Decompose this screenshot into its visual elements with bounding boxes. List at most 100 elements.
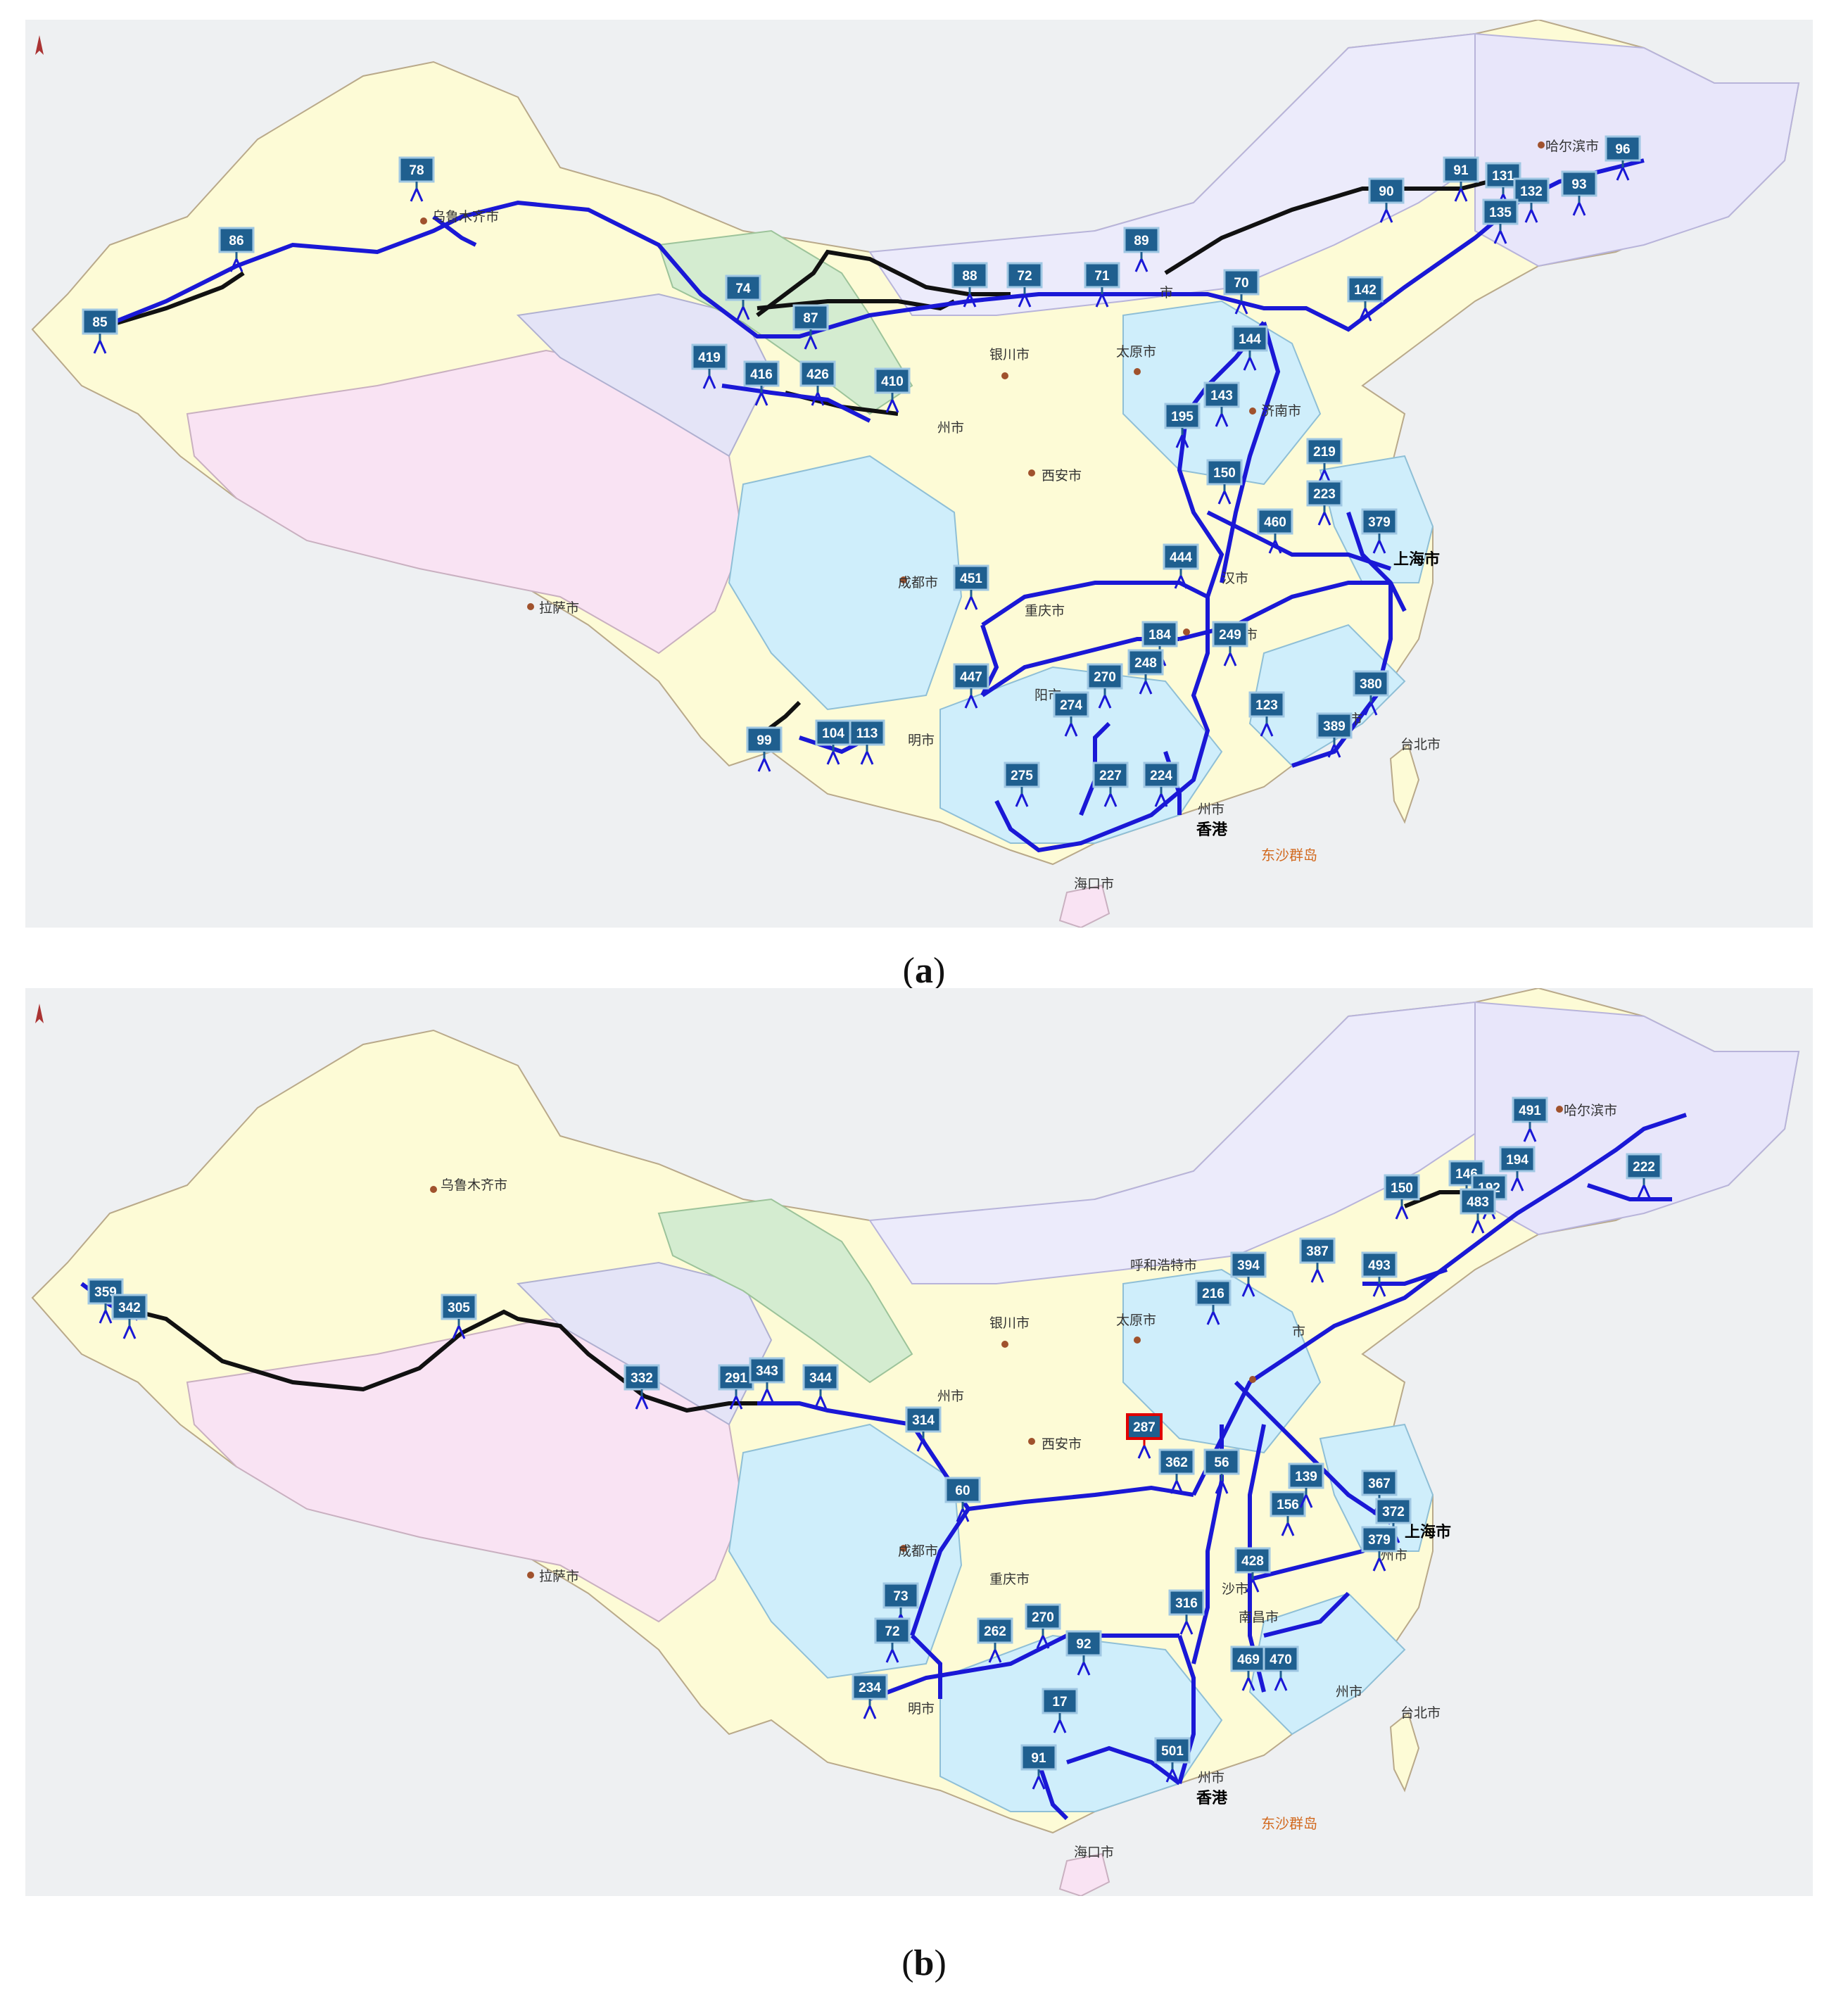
map-b-station-marker[interactable]: 491 [1512, 1097, 1548, 1142]
map-a-station-marker[interactable]: 223 [1306, 480, 1343, 526]
map-b-station-marker[interactable]: 194 [1499, 1146, 1536, 1192]
map-b-station-marker[interactable]: 469 [1230, 1645, 1267, 1691]
map-b-station-marker[interactable]: 270 [1025, 1603, 1061, 1649]
map-a-station-marker[interactable]: 72 [1006, 262, 1043, 308]
map-a-station-marker[interactable]: 275 [1004, 762, 1040, 807]
marker-number: 447 [960, 670, 982, 685]
map-a-station-marker[interactable]: 85 [82, 308, 118, 354]
map-b-station-marker[interactable]: 17 [1042, 1688, 1078, 1733]
map-a-station-marker[interactable]: 219 [1306, 438, 1343, 484]
map-a-station-marker[interactable]: 184 [1141, 621, 1178, 666]
map-b-station-marker[interactable]: 150 [1384, 1174, 1420, 1220]
map-a-station-marker[interactable]: 227 [1092, 762, 1129, 807]
map-a-station-marker[interactable]: 90 [1368, 177, 1405, 223]
map-b-station-marker[interactable]: 483 [1460, 1188, 1496, 1234]
map-a-station-marker[interactable]: 447 [953, 663, 989, 709]
map-b-station-marker[interactable]: 470 [1262, 1645, 1299, 1691]
map-a-station-marker[interactable]: 113 [849, 719, 885, 765]
map-a-station-marker[interactable]: 416 [743, 360, 780, 406]
map-a-station-marker[interactable]: 150 [1206, 459, 1243, 505]
map-a-station-marker[interactable]: 451 [953, 564, 989, 610]
city-hohhot-label: 呼和浩特市 [1130, 1258, 1197, 1273]
map-a-station-marker[interactable]: 270 [1087, 663, 1123, 709]
map-a-station-marker[interactable]: 91 [1443, 156, 1479, 202]
map-b-station-marker[interactable]: 501 [1154, 1737, 1191, 1783]
map-a-station-marker[interactable]: 389 [1316, 712, 1353, 758]
map-a-station-marker[interactable]: 380 [1353, 670, 1389, 716]
map-a-station-marker[interactable]: 195 [1164, 403, 1201, 448]
map-b-station-marker[interactable]: 428 [1234, 1547, 1271, 1593]
marker-number: 184 [1148, 628, 1171, 643]
marker-number: 227 [1099, 769, 1122, 783]
map-b-station-marker[interactable]: 343 [749, 1357, 785, 1403]
map-a-station-marker[interactable]: 93 [1561, 170, 1597, 216]
marker-number: 416 [750, 367, 773, 382]
map-a-station-marker[interactable]: 379 [1361, 508, 1398, 554]
city-xian-label: 西安市 [1042, 1436, 1082, 1452]
map-b-station-marker[interactable]: 92 [1065, 1630, 1102, 1676]
map-a-station-marker[interactable]: 104 [815, 719, 852, 765]
map-a-station-marker[interactable]: 74 [725, 274, 761, 320]
map-b-station-marker[interactable]: 344 [802, 1364, 839, 1410]
map-a-canvas: 乌鲁木齐市 哈尔滨市 银川市 太原市 济南市 西安市 州市 成都市 重庆市 汉市… [31, 20, 1800, 928]
map-b-station-marker[interactable]: 91 [1020, 1744, 1057, 1790]
map-b-station-marker[interactable]: 379 [1361, 1526, 1398, 1572]
map-a-station-marker[interactable]: 88 [951, 262, 988, 308]
map-a-station-marker[interactable]: 410 [874, 367, 911, 413]
marker-number: 72 [1017, 269, 1032, 284]
map-b-station-marker[interactable]: 387 [1299, 1237, 1336, 1283]
map-b-station-marker[interactable]: 332 [624, 1364, 660, 1410]
map-b-station-marker[interactable]: 314 [905, 1406, 942, 1452]
marker-number: 195 [1171, 410, 1194, 424]
map-a-station-marker[interactable]: 135 [1482, 198, 1519, 244]
map-a-station-marker[interactable]: 274 [1053, 691, 1089, 737]
map-a-station-marker[interactable]: 99 [746, 726, 783, 772]
map-b-station-marker[interactable]: 287 [1126, 1413, 1163, 1459]
marker-number: 143 [1210, 388, 1233, 403]
map-b-station-marker[interactable]: 222 [1626, 1153, 1662, 1199]
route-map-a[interactable]: 乌鲁木齐市 哈尔滨市 银川市 太原市 济南市 西安市 州市 成都市 重庆市 汉市… [25, 20, 1813, 928]
map-b-station-marker[interactable]: 139 [1288, 1462, 1324, 1508]
map-b-station-marker[interactable]: 316 [1168, 1589, 1205, 1635]
map-a-station-marker[interactable]: 248 [1127, 649, 1164, 695]
map-b-station-marker[interactable]: 394 [1230, 1251, 1267, 1297]
map-b-station-marker[interactable]: 146 [1448, 1160, 1485, 1206]
map-a-station-marker[interactable]: 70 [1223, 269, 1260, 315]
map-b-station-marker[interactable]: 60 [944, 1477, 981, 1522]
map-b-station-marker[interactable]: 72 [874, 1617, 911, 1663]
marker-box [743, 360, 780, 387]
map-a-station-marker[interactable]: 460 [1257, 508, 1293, 554]
map-b-station-marker[interactable]: 156 [1270, 1491, 1306, 1536]
map-a-station-marker[interactable]: 123 [1248, 691, 1285, 737]
map-b-station-marker[interactable]: 234 [852, 1674, 888, 1719]
map-b-station-marker[interactable]: 216 [1195, 1279, 1232, 1325]
map-b-station-marker[interactable]: 362 [1158, 1448, 1195, 1494]
map-b-station-marker[interactable]: 342 [111, 1294, 148, 1339]
map-b-station-marker[interactable]: 56 [1203, 1448, 1240, 1494]
map-a-station-marker[interactable]: 143 [1203, 381, 1240, 427]
city-haikou-label: 海口市 [1074, 1845, 1114, 1860]
map-a-station-marker[interactable]: 249 [1212, 621, 1248, 666]
map-a-station-marker[interactable]: 96 [1605, 135, 1641, 181]
map-b-station-marker[interactable]: 359 [87, 1278, 124, 1324]
map-a-station-marker[interactable]: 224 [1143, 762, 1179, 807]
map-a-station-marker[interactable]: 71 [1084, 262, 1120, 308]
map-b-station-marker[interactable]: 73 [882, 1582, 919, 1628]
marker-number: 219 [1313, 445, 1336, 460]
map-a-station-marker[interactable]: 86 [218, 227, 255, 272]
map-a-station-marker[interactable]: 419 [691, 343, 728, 389]
map-b-station-marker[interactable]: 262 [977, 1617, 1013, 1663]
map-a-station-marker[interactable]: 142 [1347, 276, 1384, 322]
route-map-b[interactable]: 乌鲁木齐市 哈尔滨市 呼和浩特市 银川市 太原市 西安市 州市 成都市 重庆市 … [25, 988, 1813, 1896]
map-a-station-marker[interactable]: 444 [1163, 543, 1199, 589]
map-a-station-marker[interactable]: 89 [1123, 227, 1160, 272]
marker-number: 85 [92, 315, 108, 330]
map-a-station-marker[interactable]: 132 [1513, 177, 1550, 223]
map-a-station-marker[interactable]: 78 [398, 156, 435, 202]
map-a-station-marker[interactable]: 87 [792, 304, 829, 350]
map-a-station-marker[interactable]: 144 [1232, 325, 1268, 371]
map-b-station-marker[interactable]: 367 [1361, 1470, 1398, 1515]
map-b-station-marker[interactable]: 305 [441, 1294, 477, 1339]
map-a-station-marker[interactable]: 426 [799, 360, 836, 406]
map-b-station-marker[interactable]: 493 [1361, 1251, 1398, 1297]
